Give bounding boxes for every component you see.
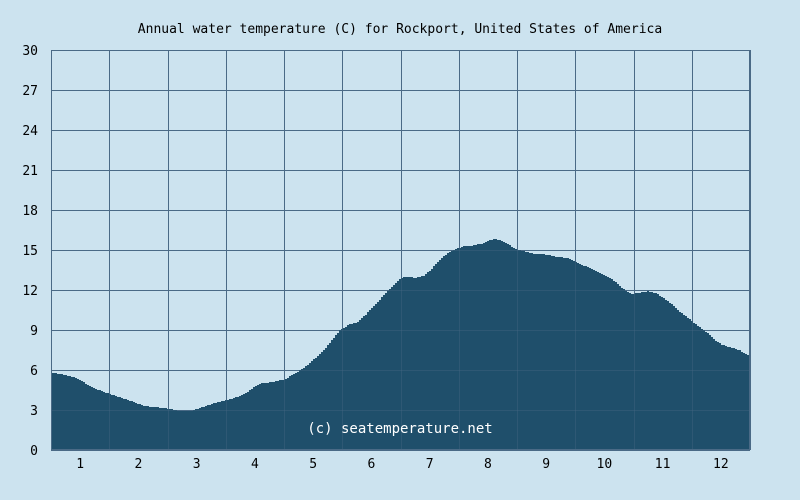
y-tick-label: 3: [30, 404, 38, 419]
temperature-area: [51, 239, 750, 450]
x-tick-label: 4: [251, 457, 259, 472]
x-tick-label: 1: [76, 457, 84, 472]
x-tick-label: 8: [484, 457, 492, 472]
x-tick-label: 11: [655, 457, 671, 472]
y-tick-label: 0: [30, 444, 38, 459]
y-tick-label: 9: [30, 324, 38, 339]
y-tick-label: 24: [22, 124, 38, 139]
plot-frame: [51, 50, 750, 450]
x-tick-label: 2: [134, 457, 142, 472]
chart-title: Annual water temperature (C) for Rockpor…: [138, 22, 662, 37]
y-tick-label: 18: [22, 204, 38, 219]
x-tick-label: 12: [713, 457, 729, 472]
y-tick-label: 12: [22, 284, 38, 299]
grid-overlay: [51, 50, 751, 451]
y-tick-label: 27: [22, 84, 38, 99]
x-tick-label: 7: [426, 457, 434, 472]
y-tick-label: 15: [22, 244, 38, 259]
plot-area: [51, 50, 751, 451]
watermark-text: (c) seatemperature.net: [307, 421, 492, 437]
y-tick-label: 6: [30, 364, 38, 379]
x-tick-label: 3: [193, 457, 201, 472]
x-tick-label: 9: [542, 457, 550, 472]
x-tick-label: 6: [367, 457, 375, 472]
x-axis-ticks: 1 2 3 4 5 6 7 8 9 10 11 12: [76, 457, 728, 472]
y-tick-label: 30: [22, 44, 38, 59]
x-tick-label: 10: [597, 457, 613, 472]
y-axis-ticks: 0 3 6 9 12 15 18 21 24 27 30: [22, 44, 38, 459]
x-tick-label: 5: [309, 457, 317, 472]
y-tick-label: 21: [22, 164, 38, 179]
